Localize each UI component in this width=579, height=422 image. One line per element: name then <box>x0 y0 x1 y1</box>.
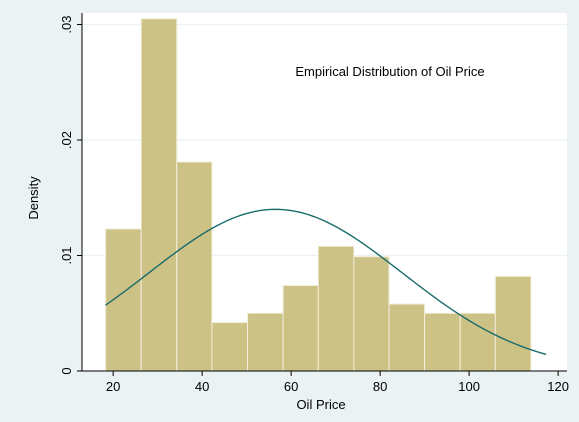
histogram-bar <box>211 321 249 372</box>
axes <box>77 13 567 376</box>
y-tick-label: .01 <box>59 246 74 264</box>
histogram-bar <box>282 285 319 372</box>
histogram-bar <box>105 228 142 372</box>
histogram-bar <box>176 161 213 372</box>
histogram-bar <box>353 256 390 372</box>
histogram-bar <box>140 18 178 372</box>
tick-labels: 20 40 60 80 100 120 0 .01 .02 .03 <box>59 16 569 394</box>
histogram-bars <box>105 18 532 372</box>
normal-density-curve <box>105 208 547 356</box>
histogram-bar <box>424 312 461 372</box>
y-axis-title: Density <box>26 176 41 220</box>
x-tick-label: 20 <box>106 379 120 394</box>
y-tick-label: .02 <box>59 131 74 149</box>
x-tick-label: 80 <box>373 379 387 394</box>
x-tick-label: 100 <box>458 379 480 394</box>
x-tick-label: 40 <box>195 379 209 394</box>
y-tick-label: 0 <box>59 367 74 374</box>
histogram-bar <box>247 312 284 372</box>
density-curve-layer <box>105 208 547 356</box>
y-tick-label: .03 <box>59 16 74 34</box>
histogram-bar <box>494 275 532 372</box>
histogram-bar <box>388 303 426 372</box>
x-axis-title: Oil Price <box>296 397 345 412</box>
x-tick-label: 120 <box>547 379 569 394</box>
histogram-bar <box>317 245 355 372</box>
histogram-bar <box>459 312 496 372</box>
chart-annotation: Empirical Distribution of Oil Price <box>295 64 484 79</box>
x-tick-label: 60 <box>284 379 298 394</box>
